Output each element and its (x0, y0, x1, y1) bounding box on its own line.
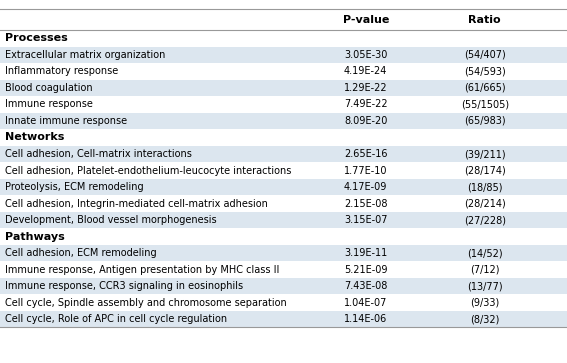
Text: 4.17E-09: 4.17E-09 (344, 182, 387, 192)
Text: 8.09E-20: 8.09E-20 (344, 116, 387, 126)
Text: (28/214): (28/214) (464, 199, 506, 209)
Text: (27/228): (27/228) (464, 215, 506, 225)
Text: Pathways: Pathways (5, 232, 64, 242)
Text: 5.21E-09: 5.21E-09 (344, 265, 387, 275)
Text: Immune response, CCR3 signaling in eosinophils: Immune response, CCR3 signaling in eosin… (5, 281, 243, 291)
Text: Cell cycle, Role of APC in cell cycle regulation: Cell cycle, Role of APC in cell cycle re… (5, 314, 227, 324)
Text: Extracellular matrix organization: Extracellular matrix organization (5, 50, 165, 60)
Text: (54/593): (54/593) (464, 66, 506, 77)
Text: Immune response: Immune response (5, 99, 92, 110)
Text: (55/1505): (55/1505) (461, 99, 509, 110)
Text: (61/665): (61/665) (464, 83, 506, 93)
Text: 1.14E-06: 1.14E-06 (344, 314, 387, 324)
Text: 1.04E-07: 1.04E-07 (344, 298, 387, 308)
Bar (0, 311, 567, 327)
Text: 7.43E-08: 7.43E-08 (344, 281, 387, 291)
Bar (0, 47, 567, 63)
Bar (0, 278, 567, 294)
Text: (13/77): (13/77) (467, 281, 502, 291)
Text: (18/85): (18/85) (467, 182, 502, 192)
Text: Ratio: Ratio (468, 15, 501, 25)
Text: Cell adhesion, ECM remodeling: Cell adhesion, ECM remodeling (5, 248, 156, 258)
Text: Processes: Processes (5, 33, 67, 44)
Bar (0, 179, 567, 195)
Text: Cell cycle, Spindle assembly and chromosome separation: Cell cycle, Spindle assembly and chromos… (5, 298, 286, 308)
Text: Cell adhesion, Platelet-endothelium-leucocyte interactions: Cell adhesion, Platelet-endothelium-leuc… (5, 166, 291, 176)
Text: (28/174): (28/174) (464, 166, 506, 176)
Text: 1.29E-22: 1.29E-22 (344, 83, 387, 93)
Text: (39/211): (39/211) (464, 149, 506, 159)
Bar (0, 79, 567, 96)
Text: (7/12): (7/12) (470, 265, 500, 275)
Text: Blood coagulation: Blood coagulation (5, 83, 92, 93)
Text: 1.77E-10: 1.77E-10 (344, 166, 387, 176)
Text: Networks: Networks (5, 132, 64, 143)
Text: 3.15E-07: 3.15E-07 (344, 215, 387, 225)
Text: 7.49E-22: 7.49E-22 (344, 99, 387, 110)
Text: 4.19E-24: 4.19E-24 (344, 66, 387, 77)
Bar (0, 245, 567, 261)
Text: P-value: P-value (342, 15, 389, 25)
Text: Cell adhesion, Integrin-mediated cell-matrix adhesion: Cell adhesion, Integrin-mediated cell-ma… (5, 199, 268, 209)
Text: (65/983): (65/983) (464, 116, 506, 126)
Text: Development, Blood vessel morphogenesis: Development, Blood vessel morphogenesis (5, 215, 216, 225)
Text: 3.05E-30: 3.05E-30 (344, 50, 387, 60)
Text: (54/407): (54/407) (464, 50, 506, 60)
Bar (0, 146, 567, 162)
Bar (0, 113, 567, 129)
Text: Cell adhesion, Cell-matrix interactions: Cell adhesion, Cell-matrix interactions (5, 149, 192, 159)
Text: (8/32): (8/32) (470, 314, 500, 324)
Text: Innate immune response: Innate immune response (5, 116, 126, 126)
Text: Immune response, Antigen presentation by MHC class II: Immune response, Antigen presentation by… (5, 265, 279, 275)
Text: 3.19E-11: 3.19E-11 (344, 248, 387, 258)
Text: Proteolysis, ECM remodeling: Proteolysis, ECM remodeling (5, 182, 143, 192)
Text: 2.65E-16: 2.65E-16 (344, 149, 387, 159)
Bar (0, 212, 567, 228)
Text: 2.15E-08: 2.15E-08 (344, 199, 387, 209)
Text: (9/33): (9/33) (470, 298, 500, 308)
Text: (14/52): (14/52) (467, 248, 502, 258)
Text: Inflammatory response: Inflammatory response (5, 66, 118, 77)
